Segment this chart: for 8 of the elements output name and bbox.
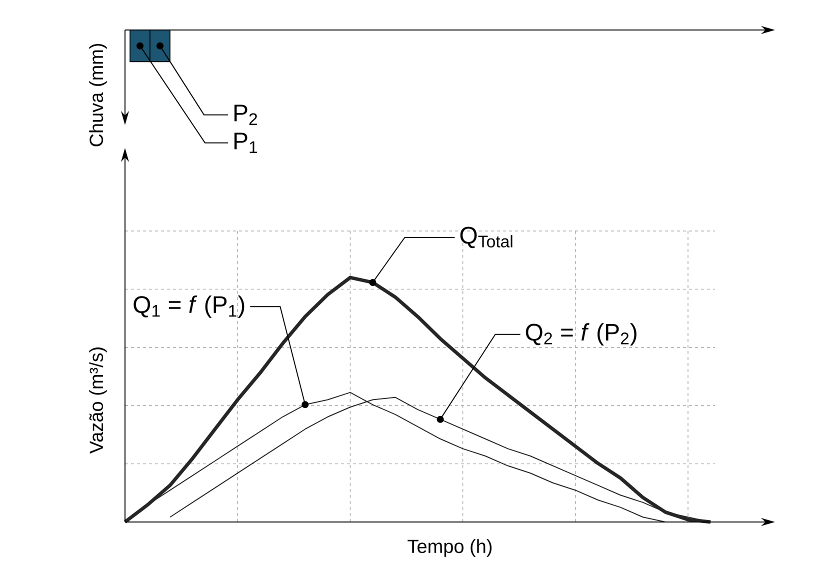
text: Q$_{2}$ = f (P$_{2}$)	[526, 323, 636, 346]
y-axis-title: Chuva (mm)	[89, 44, 107, 146]
text: Q$_{1}$ = f (P$_{1}$)	[134, 295, 244, 318]
text: Q$_{Total}$	[460, 226, 512, 248]
text: P$_{2}$	[234, 104, 258, 125]
x-axis-title: Tempo (h)	[408, 539, 492, 557]
y-axis-title: Vazão (m³/s)	[89, 348, 107, 454]
text: P$_{1}$	[234, 132, 258, 153]
